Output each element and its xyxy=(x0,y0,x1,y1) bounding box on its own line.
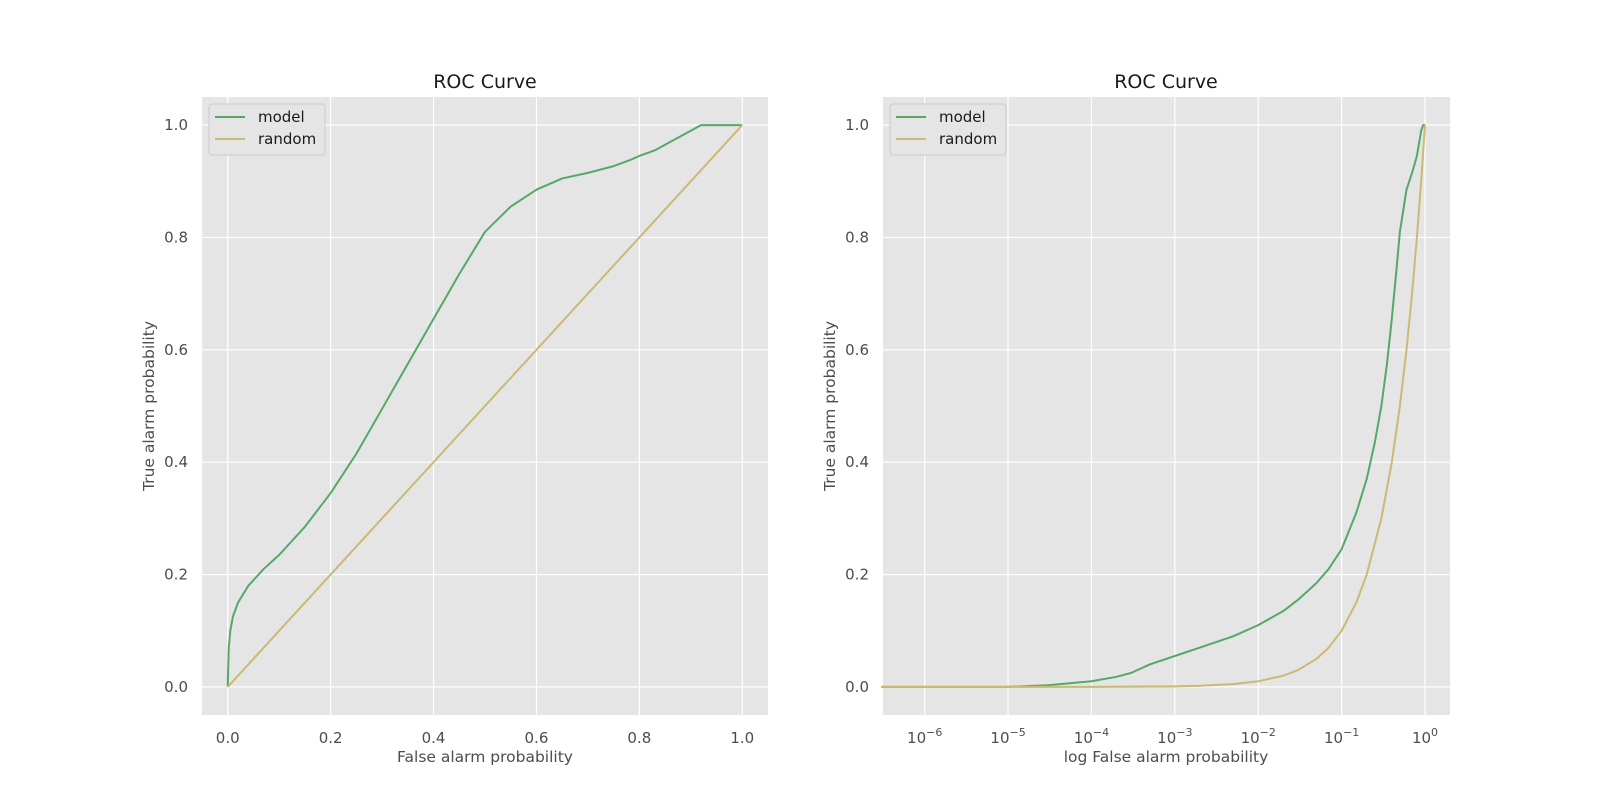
y-tick-label: 0.8 xyxy=(164,228,188,246)
x-tick-label: 10−1 xyxy=(1324,726,1359,747)
right-series-lines xyxy=(881,124,1426,688)
right-y-tick-labels: 0.0 0.2 0.4 0.6 0.8 1.0 xyxy=(845,116,869,696)
x-tick-label: 1.0 xyxy=(730,729,754,747)
left-chart-title: ROC Curve xyxy=(433,71,537,93)
left-y-axis-label: True alarm probability xyxy=(140,321,158,492)
x-tick-label: 10−2 xyxy=(1241,726,1276,747)
x-tick-label: 10−4 xyxy=(1074,726,1109,747)
model-series-line xyxy=(881,124,1425,688)
y-tick-label: 1.0 xyxy=(845,116,869,134)
y-tick-label: 0.2 xyxy=(845,566,869,584)
y-tick-label: 1.0 xyxy=(164,116,188,134)
right-x-gridlines xyxy=(924,97,1426,715)
x-tick-label: 100 xyxy=(1412,726,1438,747)
x-tick-label: 10−6 xyxy=(907,726,942,747)
model-series-line xyxy=(226,124,743,687)
x-tick-label: 0.8 xyxy=(627,729,651,747)
x-tick-label: 0.2 xyxy=(319,729,343,747)
right-x-axis-label: log False alarm probability xyxy=(1064,748,1269,766)
y-tick-label: 0.6 xyxy=(164,341,188,359)
left-y-tick-labels: 0.0 0.2 0.4 0.6 0.8 1.0 xyxy=(164,116,188,696)
right-chart: 10−6 10−5 10−4 10−3 10−2 10−1 100 0.0 0.2 0.4 0.6… xyxy=(821,71,1450,766)
right-chart-title: ROC Curve xyxy=(1114,71,1218,93)
y-tick-label: 0.0 xyxy=(845,678,869,696)
y-tick-label: 0.6 xyxy=(845,341,869,359)
random-series-line xyxy=(881,125,1426,688)
left-x-gridlines xyxy=(227,97,743,715)
right-y-axis-label: True alarm probability xyxy=(821,321,839,492)
y-tick-label: 0.4 xyxy=(164,453,188,471)
left-y-gridlines xyxy=(202,124,768,688)
right-legend: model random xyxy=(889,103,1007,156)
right-plot-area xyxy=(883,97,1450,715)
right-legend-model-label: model xyxy=(939,108,986,126)
x-tick-label: 10−3 xyxy=(1157,726,1192,747)
left-legend-model-label: model xyxy=(258,108,305,126)
x-tick-label: 10−5 xyxy=(990,726,1025,747)
left-legend: model random xyxy=(208,103,326,156)
right-x-tick-labels: 10−6 10−5 10−4 10−3 10−2 10−1 100 xyxy=(907,726,1438,747)
left-legend-random-label: random xyxy=(258,130,316,148)
right-legend-random-label: random xyxy=(939,130,997,148)
y-tick-label: 0.8 xyxy=(845,228,869,246)
y-tick-label: 0.4 xyxy=(845,453,869,471)
x-tick-label: 0.6 xyxy=(525,729,549,747)
y-tick-label: 0.2 xyxy=(164,566,188,584)
y-tick-label: 0.0 xyxy=(164,678,188,696)
left-series-lines xyxy=(226,124,744,688)
left-chart: 0.0 0.2 0.4 0.6 0.8 1.0 0.0 0.2 0.4 0.6 0.8 1.0 RO… xyxy=(140,71,768,766)
random-series-line xyxy=(226,124,744,688)
x-tick-label: 0.4 xyxy=(422,729,446,747)
x-tick-label: 0.0 xyxy=(216,729,240,747)
left-x-axis-label: False alarm probability xyxy=(397,748,573,766)
left-x-tick-labels: 0.0 0.2 0.4 0.6 0.8 1.0 xyxy=(216,729,754,747)
